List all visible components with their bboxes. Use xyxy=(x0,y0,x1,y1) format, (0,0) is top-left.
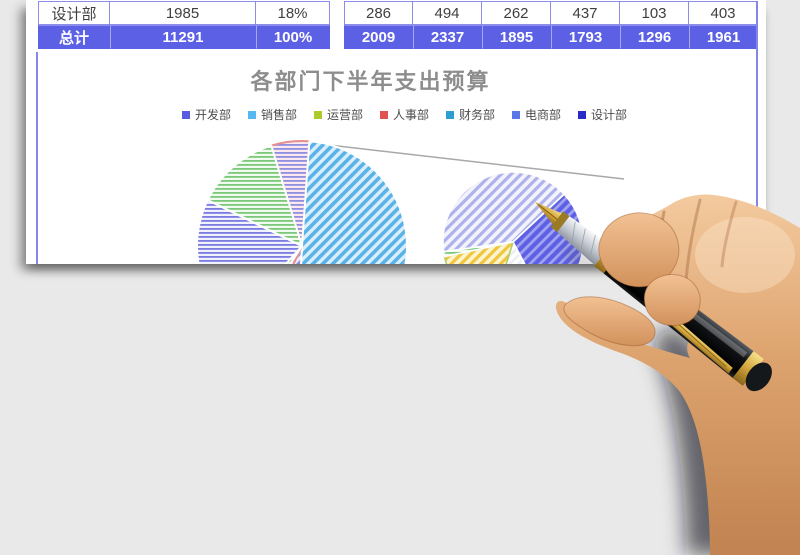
table-cell[interactable]: 设计部 xyxy=(38,1,110,25)
legend-label: 财务部 xyxy=(459,108,496,122)
hand-shadow xyxy=(652,326,764,555)
legend-item[interactable]: 开发部 xyxy=(181,106,231,123)
table-cell[interactable]: 1985 xyxy=(110,1,256,25)
thumb xyxy=(563,296,656,347)
table-cell[interactable]: 2337 xyxy=(413,25,482,49)
legend-item[interactable]: 电商部 xyxy=(512,106,561,123)
legend-swatch-icon xyxy=(379,110,388,119)
legend-swatch-icon xyxy=(578,110,587,119)
legend-label: 人事部 xyxy=(392,108,429,122)
table-cell[interactable]: 494 xyxy=(413,1,482,25)
table-row: 设计部 1985 18% xyxy=(38,1,330,25)
chart-title: 各部门下半年支出预算 xyxy=(250,69,491,94)
table-cell[interactable]: 1296 xyxy=(620,25,689,49)
legend-label: 开发部 xyxy=(194,108,231,122)
table-cell[interactable]: 286 xyxy=(344,1,413,25)
table-cell[interactable]: 437 xyxy=(551,1,620,25)
table-cell[interactable]: 100% xyxy=(256,25,330,49)
pen-clip xyxy=(670,317,733,374)
legend-label: 运营部 xyxy=(326,108,363,122)
table-cell[interactable]: 11291 xyxy=(110,25,256,49)
monthly-table: 286 494 262 437 103 403 2009 2337 1895 1793 1296 19… xyxy=(344,1,758,49)
pen-cap-dome xyxy=(745,362,772,392)
pen-barrel xyxy=(603,251,756,380)
table-cell[interactable]: 1961 xyxy=(689,25,758,49)
summary-table: 设计部 1985 18% 总计 11291 100% xyxy=(38,1,330,49)
table-cell[interactable]: 103 xyxy=(620,1,689,25)
table-cell[interactable]: 1895 xyxy=(482,25,551,49)
legend-item[interactable]: 财务部 xyxy=(446,106,495,123)
table-cell[interactable]: 262 xyxy=(482,1,551,25)
legend-label: 电商部 xyxy=(525,108,562,122)
table-cell[interactable]: 2009 xyxy=(344,25,413,49)
legend-item[interactable]: 运营部 xyxy=(313,106,363,123)
legend-item[interactable]: 销售部 xyxy=(247,106,297,123)
legend-swatch-icon xyxy=(181,110,190,119)
table-row: 总计 11291 100% xyxy=(38,25,330,49)
legend-label: 设计部 xyxy=(591,108,628,122)
table-cell[interactable]: 18% xyxy=(256,1,330,25)
legend-swatch-icon xyxy=(313,110,322,119)
table-cell[interactable]: 403 xyxy=(689,1,758,25)
table-cell[interactable]: 1793 xyxy=(551,25,620,49)
legend-swatch-icon xyxy=(247,110,256,119)
legend-swatch-icon xyxy=(446,110,454,119)
legend-item[interactable]: 设计部 xyxy=(578,106,627,123)
legend-item[interactable]: 人事部 xyxy=(379,106,429,123)
chart-frame-left-border xyxy=(36,52,38,264)
legend-label: 销售部 xyxy=(260,108,297,122)
chart-frame-right-border xyxy=(756,1,758,264)
table-row: 2009 2337 1895 1793 1296 1961 xyxy=(344,25,758,49)
legend-swatch-icon xyxy=(512,110,521,119)
middle-finger xyxy=(643,274,701,326)
table-row: 286 494 262 437 103 403 xyxy=(344,1,758,25)
chart-legend: 开发部 销售部 运营部 人事部 财务部 电商部 设计部 xyxy=(44,106,765,123)
pen-shadow xyxy=(595,269,685,348)
table-cell[interactable]: 总计 xyxy=(38,25,110,49)
